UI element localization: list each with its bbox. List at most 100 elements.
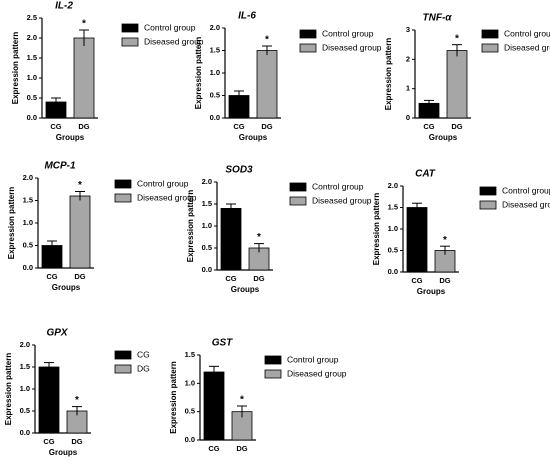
- legend-swatch: [114, 179, 132, 189]
- y-tick-label: 1.0: [23, 218, 33, 227]
- bar: [73, 37, 95, 119]
- y-axis-label: Expression pattern: [7, 187, 16, 260]
- y-tick-label: 2.0: [210, 23, 220, 32]
- legend-swatch: [264, 369, 282, 379]
- x-tick-label: DG: [451, 122, 462, 131]
- y-axis-label: Expression pattern: [372, 193, 381, 266]
- y-tick-label: 2.0: [202, 177, 212, 186]
- y-tick-label: 1.5: [185, 350, 195, 359]
- x-tick-label: DG: [253, 274, 264, 283]
- legend-swatch: [114, 364, 132, 374]
- y-tick-label: 0.5: [202, 243, 212, 252]
- x-tick-label: CG: [208, 444, 219, 453]
- legend-swatch: [479, 186, 497, 196]
- y-tick-label: 1.5: [27, 53, 37, 62]
- y-axis-label: Expression pattern: [186, 190, 195, 263]
- y-tick-label: 1.0: [202, 221, 212, 230]
- legend-swatch: [481, 29, 499, 39]
- x-tick-label: CG: [43, 437, 54, 446]
- annotation: *: [78, 180, 82, 191]
- legend-label: Diseased group: [322, 42, 382, 52]
- legend-label: DG: [137, 363, 150, 373]
- x-tick-label: DG: [71, 437, 82, 446]
- y-tick-label: 0.0: [388, 267, 398, 276]
- y-tick-label: 2: [406, 54, 410, 63]
- chart-title: CAT: [415, 169, 436, 180]
- annotation: *: [75, 395, 79, 406]
- legend-label: Control group: [144, 22, 196, 32]
- y-tick-label: 1.0: [27, 73, 37, 82]
- x-tick-label: CG: [423, 122, 434, 131]
- legend-label: Control group: [504, 28, 550, 38]
- y-tick-label: 0.5: [23, 240, 33, 249]
- y-tick-label: 0.0: [210, 113, 220, 122]
- y-axis-label: Expression pattern: [169, 361, 178, 434]
- x-axis-label: Groups: [49, 448, 78, 457]
- legend-swatch: [114, 193, 132, 203]
- x-axis-label: Groups: [429, 133, 458, 142]
- y-tick-label: 1: [406, 84, 410, 93]
- x-tick-label: CG: [46, 272, 57, 281]
- bar: [203, 371, 225, 441]
- chart-title: IL-6: [238, 11, 256, 22]
- legend-label: CG: [137, 349, 150, 359]
- chart-title: GPX: [46, 328, 68, 339]
- legend-label: Control group: [502, 185, 550, 195]
- y-tick-label: 0.5: [185, 407, 195, 416]
- chart-title: MCP-1: [44, 161, 76, 172]
- x-axis-label: Groups: [56, 133, 85, 142]
- legend-swatch: [264, 355, 282, 365]
- annotation: *: [82, 19, 86, 30]
- legend-swatch: [481, 43, 499, 53]
- x-tick-label: DG: [78, 122, 89, 131]
- x-tick-label: CG: [233, 122, 244, 131]
- y-tick-label: 1.0: [185, 378, 195, 387]
- x-tick-label: CG: [411, 276, 422, 285]
- y-tick-label: 0.5: [388, 245, 398, 254]
- legend-swatch: [289, 182, 307, 192]
- y-tick-label: 0.0: [185, 435, 195, 444]
- bar: [446, 50, 468, 119]
- legend-swatch: [299, 43, 317, 53]
- y-tick-label: 2.0: [23, 173, 33, 182]
- annotation: *: [240, 395, 244, 406]
- y-tick-label: 0.0: [27, 113, 37, 122]
- bar: [69, 195, 91, 269]
- chart-title: SOD3: [225, 165, 253, 176]
- bar: [256, 50, 278, 119]
- y-tick-label: 0.5: [210, 90, 220, 99]
- y-tick-label: 3: [406, 25, 410, 34]
- y-tick-label: 2.0: [20, 340, 30, 349]
- x-axis-label: Groups: [231, 285, 260, 294]
- y-tick-label: 1.5: [210, 45, 220, 54]
- y-tick-label: 0.0: [20, 428, 30, 437]
- y-tick-label: 0.0: [202, 265, 212, 274]
- x-axis-label: Groups: [239, 133, 268, 142]
- annotation: *: [455, 33, 459, 44]
- annotation: *: [257, 232, 261, 243]
- bar: [220, 207, 242, 271]
- legend-label: Diseased group: [312, 195, 372, 205]
- x-tick-label: CG: [50, 122, 61, 131]
- y-tick-label: 0.5: [20, 406, 30, 415]
- y-tick-label: 0.0: [23, 263, 33, 272]
- annotation: *: [265, 35, 269, 46]
- legend-label: Control group: [312, 181, 364, 191]
- y-tick-label: 1.5: [20, 362, 30, 371]
- y-axis-label: Expression pattern: [384, 38, 393, 111]
- bar: [406, 207, 428, 273]
- legend-label: Control group: [287, 354, 339, 364]
- chart-title: TNF-α: [423, 13, 453, 24]
- y-tick-label: 1.5: [202, 199, 212, 208]
- y-tick-label: 2.5: [27, 13, 37, 22]
- x-axis-label: Groups: [417, 287, 446, 296]
- y-axis-label: Expression pattern: [194, 37, 203, 110]
- y-tick-label: 0: [406, 113, 410, 122]
- legend-label: Diseased group: [502, 199, 550, 209]
- y-tick-label: 2.0: [27, 33, 37, 42]
- annotation: *: [443, 235, 447, 246]
- legend-label: Diseased group: [144, 36, 204, 46]
- x-tick-label: CG: [225, 274, 236, 283]
- chart-title: GST: [212, 338, 233, 349]
- y-axis-label: Expression pattern: [11, 32, 20, 105]
